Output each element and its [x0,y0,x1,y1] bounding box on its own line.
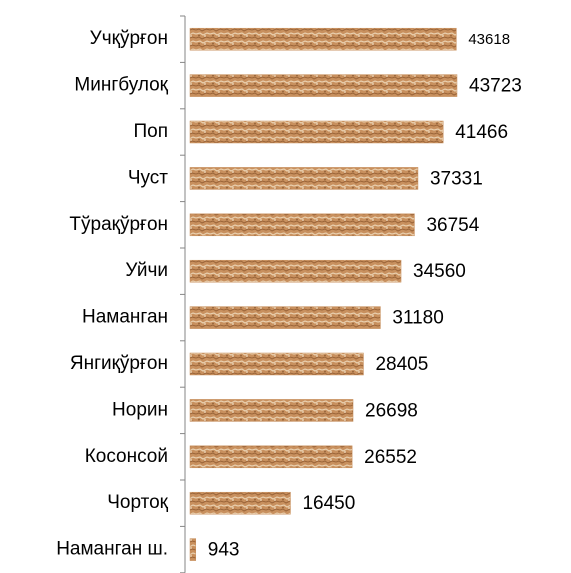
bar [189,306,381,329]
bar [189,120,444,144]
category-label: Норин [112,399,168,420]
bar [189,445,353,469]
bar [189,74,458,97]
category-label: Тўрақўрғон [69,214,168,235]
category-label: Мингбулоқ [74,75,168,96]
value-label: 16450 [302,493,355,514]
category-label: Наманган ш. [56,539,168,560]
category-label: Поп [133,121,168,142]
bar [189,27,457,51]
bar [189,259,402,283]
bar [189,213,415,237]
value-label: 31180 [392,308,443,329]
value-label: 943 [208,540,240,561]
value-label: 43723 [469,76,522,97]
value-label: 28405 [375,354,428,375]
category-label: Чуст [128,167,168,188]
bar [189,167,419,190]
bar [189,538,197,561]
value-label: 41466 [455,122,508,143]
bar [189,491,291,515]
value-label: 37331 [430,168,483,189]
value-label: 26698 [365,400,418,421]
category-label: Косонсой [85,446,168,467]
value-label: 43618 [468,31,510,48]
bar [189,399,354,422]
value-label: 26552 [364,447,417,468]
value-label: 34560 [413,261,466,282]
category-label: Янгиқўрғон [70,353,168,374]
bar [189,352,364,376]
category-label: Уйчи [125,260,168,281]
value-label: 36754 [426,215,479,236]
category-label: Наманган [82,307,168,328]
category-label: Чортоқ [107,492,168,513]
category-label: Учқўрғон [90,28,168,49]
